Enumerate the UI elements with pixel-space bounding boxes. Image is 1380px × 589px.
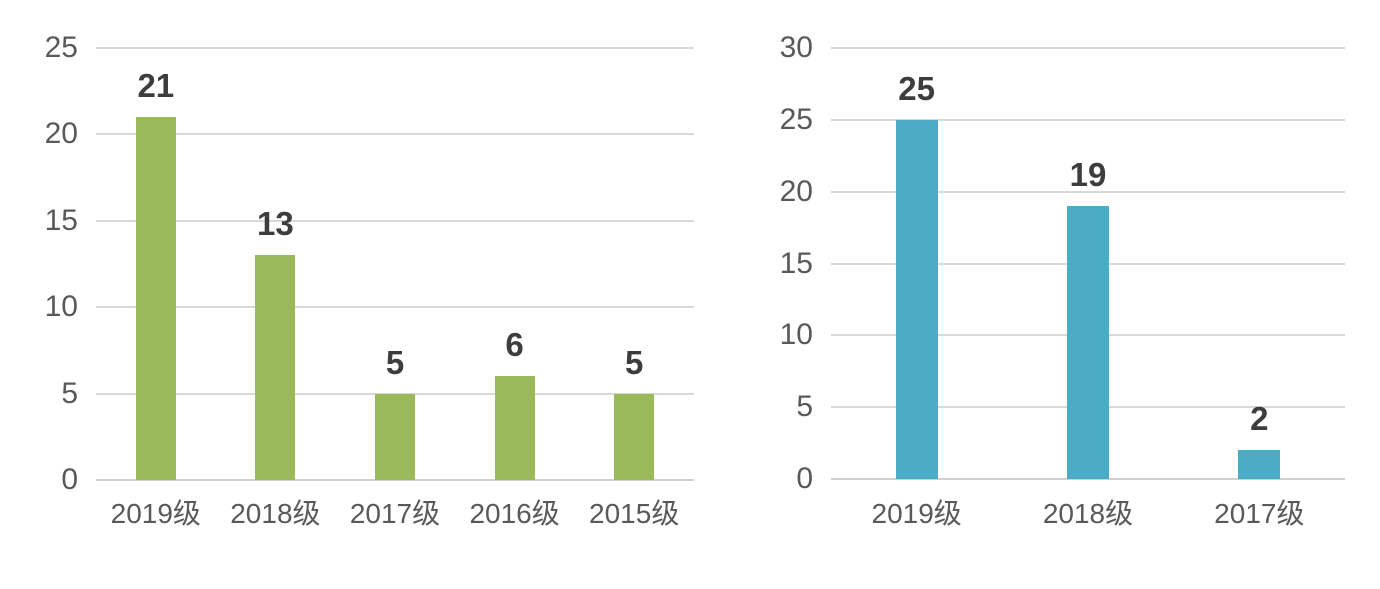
- bar-2016级: [494, 376, 535, 480]
- x-axis-label: 2019级: [871, 498, 962, 529]
- y-tick-label: 20: [44, 117, 78, 151]
- gridline: [96, 306, 694, 309]
- bar-value-label: 2: [1250, 400, 1269, 438]
- x-axis-label: 2015级: [589, 498, 680, 529]
- x-axis-label: 2017级: [349, 498, 441, 529]
- bar-2017级: [375, 393, 415, 480]
- bar-2019级: [895, 119, 938, 479]
- gridline: [831, 47, 1345, 49]
- x-axis-line: [96, 479, 694, 481]
- y-tick-label: 20: [779, 174, 813, 208]
- bar-value-label: 19: [1069, 156, 1107, 194]
- bar-2019级: [135, 117, 176, 480]
- y-tick-label: 30: [779, 31, 813, 64]
- gridline: [831, 118, 1345, 121]
- bar-value-label: 25: [898, 69, 936, 107]
- bar-2018级: [1067, 206, 1109, 479]
- y-tick-label: 10: [44, 290, 78, 324]
- bar-2018级: [255, 255, 296, 480]
- y-tick-label: 0: [61, 463, 78, 496]
- bar-value-label: 5: [385, 343, 405, 381]
- gridline: [96, 219, 694, 222]
- gridline: [96, 47, 694, 49]
- y-tick-label: 15: [44, 203, 78, 237]
- x-axis-line: [831, 478, 1345, 480]
- bar-value-label: 13: [257, 205, 294, 243]
- gridline: [96, 133, 694, 136]
- y-tick-label: 15: [779, 246, 813, 280]
- gridline: [831, 190, 1345, 193]
- x-axis-label: 2018级: [230, 498, 321, 529]
- x-axis-label: 2016级: [469, 498, 560, 529]
- x-axis-label: 2019级: [110, 498, 201, 529]
- bar-2017级: [1238, 450, 1281, 479]
- y-tick-label: 5: [796, 390, 813, 424]
- bar-2015级: [614, 393, 655, 480]
- bar-value-label: 5: [625, 343, 644, 381]
- bar-value-label: 21: [137, 67, 175, 105]
- y-tick-label: 5: [61, 376, 78, 410]
- y-tick-label: 25: [44, 31, 78, 64]
- y-tick-label: 10: [779, 318, 813, 352]
- y-tick-label: 0: [796, 462, 813, 495]
- y-tick-label: 25: [779, 102, 813, 136]
- x-axis-label: 2017级: [1214, 498, 1305, 529]
- bar-value-label: 6: [505, 326, 524, 364]
- x-axis-label: 2018级: [1042, 498, 1134, 529]
